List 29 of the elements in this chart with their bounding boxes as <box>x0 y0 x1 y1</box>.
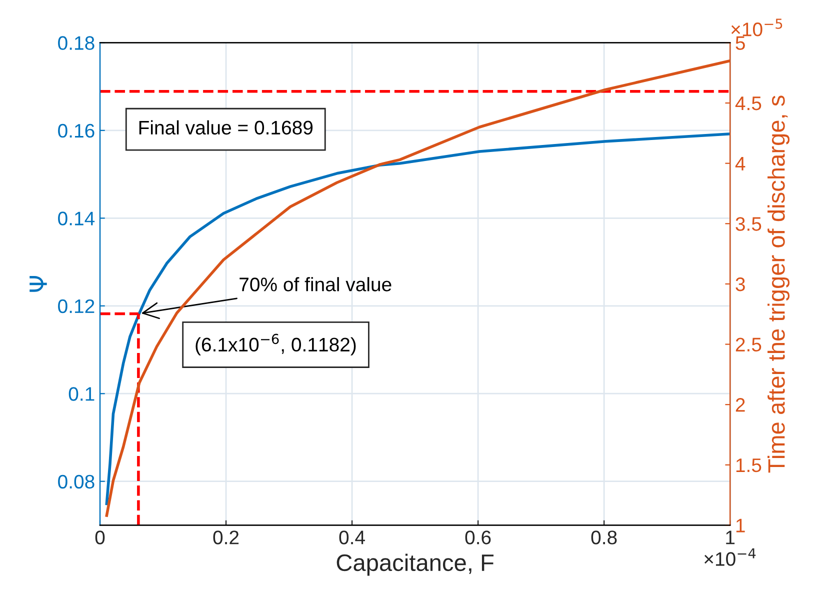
y-tick-label: 0.16 <box>58 124 94 138</box>
x-tick-label: 1 <box>726 530 735 544</box>
x-tick-label: 0.4 <box>339 530 365 544</box>
annotation: Final value = 0.1689 <box>139 120 313 135</box>
y-axis-title: Ψ <box>30 276 47 292</box>
text: ×10$^{−5}$ <box>731 18 782 36</box>
y2-tick-label: 2.5 <box>736 338 762 352</box>
y2-tick-label: 2 <box>736 398 745 412</box>
y2-axis-title: Time after the trigger of discharge, s <box>768 96 790 473</box>
x-tick-label: 0.8 <box>591 530 617 544</box>
y-tick-label: 0.12 <box>58 299 94 314</box>
text: ×10$^{−4}$ <box>704 548 756 566</box>
y2-tick-label: 4 <box>735 156 746 170</box>
y2-tick-label: 3.5 <box>736 217 762 231</box>
y2-tick-label: 1.5 <box>736 458 762 472</box>
y-tick-label: 0.14 <box>58 212 95 226</box>
y2-tick-label: 3 <box>736 277 745 292</box>
y2-tick-label: 1 <box>736 518 745 532</box>
annotation: 70% of final value <box>240 277 392 292</box>
y2-tick-label: 4.5 <box>735 96 762 110</box>
y2-tick-label: 5 <box>736 36 745 50</box>
x-axis-title: Capacitance, F <box>336 554 494 576</box>
x-tick-label: 0 <box>95 530 105 544</box>
annotation: (6.1x10$^{−6}$, 0.1182) <box>196 334 356 356</box>
y-tick-label: 0.08 <box>58 474 94 489</box>
y-tick-label: 0.18 <box>58 36 94 50</box>
x-tick-label: 0.6 <box>465 530 491 544</box>
x-tick-label: 0.2 <box>213 530 239 544</box>
y-tick-label: 0.1 <box>68 387 94 401</box>
